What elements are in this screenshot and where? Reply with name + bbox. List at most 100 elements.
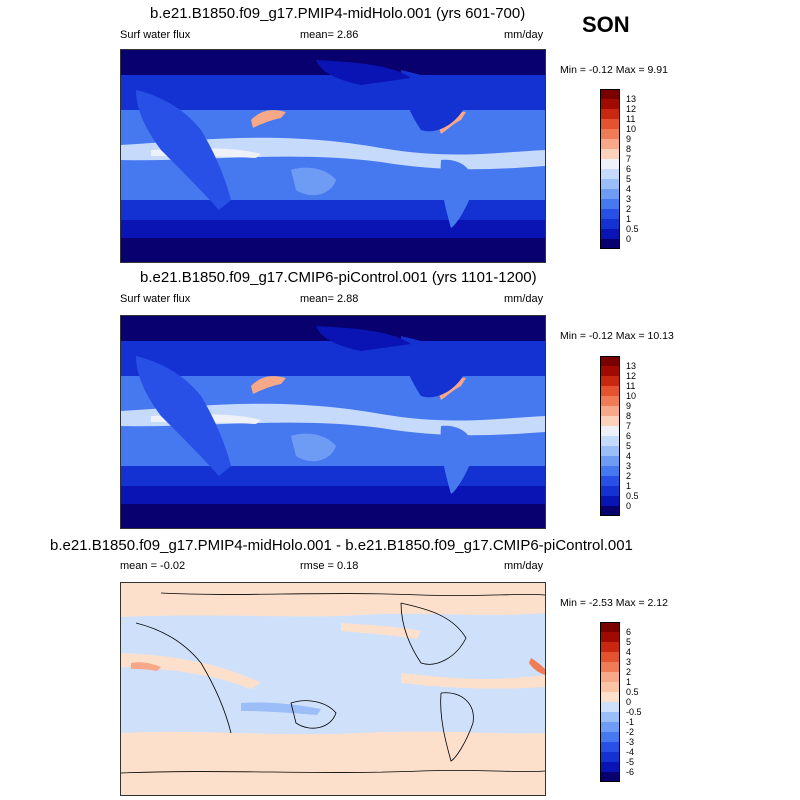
colorbar-swatch <box>600 366 620 376</box>
colorbar-tick-label: 7 <box>626 153 632 164</box>
colorbar-frame <box>600 622 620 782</box>
colorbar-tick-label: -6 <box>626 766 635 777</box>
colorbar-tick-label: 9 <box>626 133 632 144</box>
panel3-minmax: Min = -2.53 Max = 2.12 <box>560 597 668 609</box>
panel2-minmax: Min = -0.12 Max = 10.13 <box>560 330 674 342</box>
colorbar-tick-label: 12 <box>626 370 637 381</box>
colorbar-swatch <box>600 652 620 662</box>
colorbar-tick-label: 10 <box>626 123 637 134</box>
colorbar-tick-label: 0 <box>626 500 632 511</box>
colorbar-swatch <box>600 99 620 109</box>
colorbar-tick-label: 2 <box>626 203 632 214</box>
colorbar-tick-label: 4 <box>626 183 632 194</box>
colorbar-swatch <box>600 189 620 199</box>
colorbar-tick-label: 0.5 <box>626 686 639 697</box>
colorbar-tick-label: 6 <box>626 163 632 174</box>
colorbar-tick-label: 3 <box>626 460 632 471</box>
colorbar-swatch <box>600 436 620 446</box>
colorbar-swatch <box>600 119 620 129</box>
colorbar-tick-label: 2 <box>626 666 632 677</box>
colorbar-swatch <box>600 762 620 772</box>
colorbar-tick-label: 5 <box>626 173 632 184</box>
colorbar-swatch <box>600 416 620 426</box>
colorbar-tick-label: 9 <box>626 400 632 411</box>
colorbar-tick-label: 0 <box>626 696 632 707</box>
colorbar-swatch <box>600 642 620 652</box>
colorbar-swatch <box>600 149 620 159</box>
colorbar-swatch <box>600 752 620 762</box>
colorbar-tick-label: 5 <box>626 440 632 451</box>
colorbar-swatch <box>600 722 620 732</box>
colorbar-tick-label: 13 <box>626 93 637 104</box>
colorbar-tick-label: -5 <box>626 756 635 767</box>
colorbar-tick-label: 2 <box>626 470 632 481</box>
colorbar-swatch <box>600 426 620 436</box>
colorbar-swatch <box>600 662 620 672</box>
panel1-map <box>120 49 546 263</box>
colorbar-tick-label: -2 <box>626 726 635 737</box>
colorbar-tick-label: 0 <box>626 233 632 244</box>
colorbar-swatch <box>600 209 620 219</box>
colorbar-tick-label: 6 <box>626 626 632 637</box>
colorbar-swatch <box>600 179 620 189</box>
panel2-map <box>120 315 546 529</box>
panel1-mean-label: mean= 2.86 <box>300 29 359 41</box>
panel3-title: b.e21.B1850.f09_g17.PMIP4-midHolo.001 - … <box>50 537 633 554</box>
colorbar-tick-label: 13 <box>626 360 637 371</box>
colorbar-swatch <box>600 682 620 692</box>
panel1-title: b.e21.B1850.f09_g17.PMIP4-midHolo.001 (y… <box>150 5 526 22</box>
colorbar-swatch <box>600 692 620 702</box>
colorbar-swatch <box>600 672 620 682</box>
colorbar-tick-label: 11 <box>626 380 636 391</box>
colorbar-swatch <box>600 199 620 209</box>
colorbar-swatch <box>600 476 620 486</box>
panel3-rmse-label: rmse = 0.18 <box>300 560 359 572</box>
colorbar-swatch <box>600 622 620 632</box>
colorbar-tick-label: 7 <box>626 420 632 431</box>
colorbar-swatch <box>600 159 620 169</box>
panel3-map <box>120 582 546 796</box>
panel2-mean-label: mean= 2.88 <box>300 293 359 305</box>
colorbar-swatch <box>600 396 620 406</box>
colorbar-tick-label: -4 <box>626 746 635 757</box>
colorbar-swatch <box>600 239 620 249</box>
colorbar-tick-label: 4 <box>626 646 632 657</box>
colorbar-tick-label: 8 <box>626 143 632 154</box>
panel1-minmax: Min = -0.12 Max = 9.91 <box>560 64 668 76</box>
colorbar-swatch <box>600 486 620 496</box>
colorbar-swatch <box>600 702 620 712</box>
colorbar-swatch <box>600 632 620 642</box>
colorbar-swatch <box>600 742 620 752</box>
colorbar-swatch <box>600 129 620 139</box>
panel1-variable-label: Surf water flux <box>120 29 191 41</box>
colorbar-tick-label: -1 <box>626 716 635 727</box>
colorbar-swatch <box>600 712 620 722</box>
colorbar-tick-label: 6 <box>626 430 632 441</box>
colorbar-swatch <box>600 456 620 466</box>
colorbar-tick-label: 0.5 <box>626 490 639 501</box>
colorbar-tick-label: 12 <box>626 103 637 114</box>
colorbar-swatch <box>600 732 620 742</box>
panel2-title: b.e21.B1850.f09_g17.CMIP6-piControl.001 … <box>140 269 537 286</box>
colorbar-tick-label: 10 <box>626 390 637 401</box>
colorbar-swatch <box>600 169 620 179</box>
colorbar-swatch <box>600 229 620 239</box>
colorbar-swatch <box>600 386 620 396</box>
colorbar-tick-label: 1 <box>626 213 632 224</box>
colorbar-frame <box>600 356 620 516</box>
panel2-variable-label: Surf water flux <box>120 293 191 305</box>
panel3-mean-label: mean = -0.02 <box>120 560 186 572</box>
colorbar-swatch <box>600 506 620 516</box>
colorbar-swatch <box>600 376 620 386</box>
colorbar-tick-label: 1 <box>626 480 632 491</box>
colorbar-swatch <box>600 446 620 456</box>
panel3-units-label: mm/day <box>504 560 544 572</box>
season-label: SON <box>582 12 630 37</box>
panel1-units-label: mm/day <box>504 29 544 41</box>
colorbar-swatch <box>600 139 620 149</box>
colorbar-tick-label: -3 <box>626 736 635 747</box>
colorbar-swatch <box>600 466 620 476</box>
colorbar-tick-label: -0.5 <box>626 706 642 717</box>
colorbar-frame <box>600 89 620 249</box>
colorbar-swatch <box>600 496 620 506</box>
